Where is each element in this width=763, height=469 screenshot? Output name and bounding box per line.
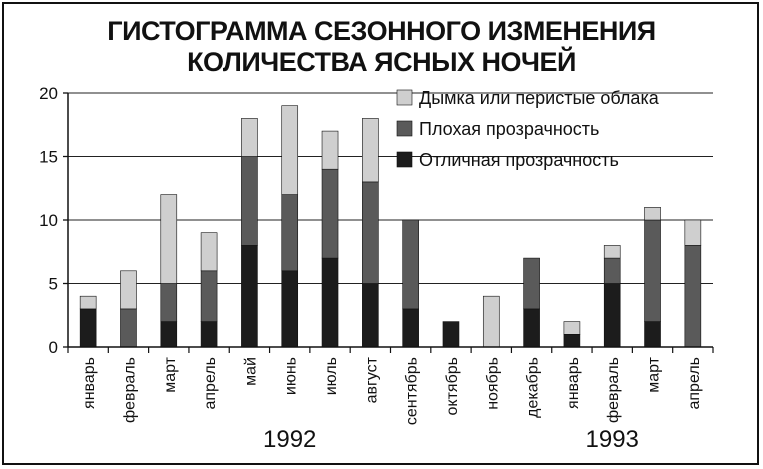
x-tick-label: ноябрь	[484, 357, 501, 410]
legend-label: Дымка или перистые облака	[419, 88, 660, 108]
bar-segment	[200, 232, 218, 272]
bar-segment	[241, 245, 258, 348]
bar-segment	[603, 257, 621, 284]
bar-segment	[241, 118, 258, 157]
legend-label: Плохая прозрачность	[419, 119, 599, 139]
bars	[79, 105, 702, 348]
x-tick-label: май	[242, 357, 259, 386]
bar-segment	[321, 130, 339, 170]
bar-segment	[523, 257, 540, 310]
bar-segment	[321, 257, 339, 348]
bar-segment	[281, 194, 299, 272]
bar-segment	[523, 308, 540, 348]
bar-segment	[200, 270, 218, 322]
bar-segment	[563, 321, 581, 335]
chart-title-line-2: КОЛИЧЕСТВА ЯСНЫХ НОЧЕЙ	[187, 47, 576, 77]
year-label: 1993	[586, 426, 639, 453]
x-tick-label: февраль	[605, 357, 622, 423]
bar-segment	[563, 333, 581, 348]
x-tick-label: апрель	[202, 357, 219, 410]
bar-segment	[241, 156, 258, 246]
legend-swatch	[396, 120, 413, 137]
bar-segment	[402, 308, 419, 348]
bar-segment	[603, 245, 621, 259]
y-tick-label: 5	[49, 275, 58, 294]
chart-title-line-1: ГИСТОГРАММА СЕЗОННОГО ИЗМЕНЕНИЯ	[107, 16, 656, 46]
legend-swatch	[396, 89, 413, 106]
bar-segment	[281, 105, 299, 195]
bar-segment	[362, 118, 379, 183]
bar-segment	[200, 321, 218, 348]
legend-label: Отличная прозрачность	[419, 150, 619, 170]
legend-swatch	[396, 151, 413, 168]
x-tick-label: июнь	[283, 357, 300, 395]
chart-title: ГИСТОГРАММА СЕЗОННОГО ИЗМЕНЕНИЯ КОЛИЧЕСТ…	[0, 16, 763, 78]
bar-segment	[402, 219, 419, 310]
x-tick-label: апрель	[686, 357, 703, 410]
y-tick-label: 0	[49, 338, 58, 357]
bar-segment	[362, 283, 379, 348]
axes: 0 5 10 15 20 январь февраль март апрель май июнь ию…	[39, 84, 714, 453]
y-tick-label: 10	[39, 211, 58, 230]
bar-segment	[684, 245, 702, 348]
bar-segment	[160, 321, 178, 348]
bar-segment	[120, 308, 137, 348]
bar-segment	[120, 270, 137, 310]
chart-frame	[2, 2, 759, 465]
y-tick-label: 15	[39, 148, 58, 167]
y-tick-label: 20	[39, 84, 58, 103]
bar-segment	[644, 321, 661, 348]
year-label: 1992	[263, 426, 316, 453]
bar-segment	[79, 308, 97, 348]
bar-segment	[321, 168, 339, 259]
bar-segment	[644, 207, 661, 221]
bar-segment	[160, 194, 178, 284]
bar-segment	[482, 295, 500, 348]
x-tick-label: февраль	[121, 357, 138, 423]
bar-segment	[442, 321, 460, 348]
x-tick-label: август	[363, 356, 380, 403]
bar-segment	[160, 283, 178, 322]
x-tick-label: январь	[81, 357, 98, 409]
x-tick-label: сентябрь	[404, 357, 421, 425]
x-tick-label: июль	[323, 357, 340, 395]
bar-segment	[281, 270, 299, 348]
bar-segment	[79, 295, 97, 310]
bar-segment	[644, 219, 661, 322]
x-tick-label: март	[646, 356, 663, 392]
legend: Дымка или перистые облака Плохая прозрачн…	[396, 88, 660, 170]
bar-segment	[603, 283, 621, 348]
bar-segment	[684, 219, 702, 246]
x-tick-label: январь	[565, 357, 582, 409]
x-tick-label: декабрь	[525, 357, 542, 418]
x-tick-label: март	[162, 356, 179, 392]
bar-segment	[362, 181, 379, 284]
x-tick-label: октябрь	[444, 357, 461, 415]
